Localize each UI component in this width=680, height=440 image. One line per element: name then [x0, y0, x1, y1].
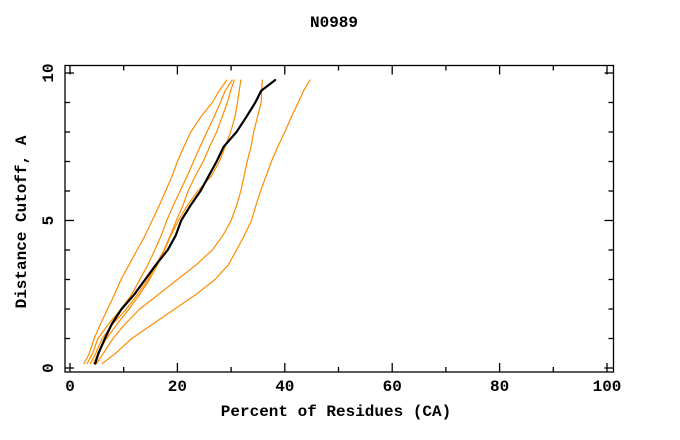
y-tick-label: 10: [40, 63, 58, 82]
y-tick-label: 5: [40, 216, 58, 226]
x-axis-label: Percent of Residues (CA): [221, 403, 451, 421]
curve-model-black: [94, 78, 277, 365]
plot-border: [64, 64, 615, 373]
curve-prediction-orange-5: [96, 79, 263, 365]
curve-prediction-orange-3: [89, 79, 235, 365]
curve-prediction-orange-4: [92, 79, 242, 365]
x-tick-label: 100: [593, 378, 622, 396]
x-tick-label: 0: [65, 378, 75, 396]
y-axis-label: Distance Cutoff, A: [13, 135, 31, 308]
curve-prediction-orange-2: [86, 79, 233, 365]
curve-prediction-orange-1: [83, 79, 228, 365]
y-tick-label: 0: [40, 363, 58, 373]
curve-prediction-orange-6: [101, 79, 311, 365]
x-tick-label: 60: [383, 378, 402, 396]
x-tick-label: 80: [490, 378, 509, 396]
x-tick-label: 40: [275, 378, 294, 396]
x-tick-label: 20: [168, 378, 187, 396]
chart-title: N0989: [310, 14, 358, 32]
